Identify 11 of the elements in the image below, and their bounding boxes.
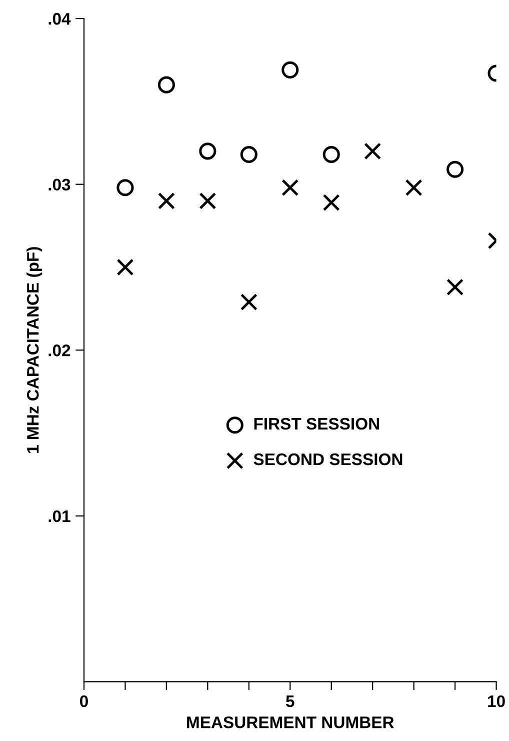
y-tick-label: .02 — [48, 344, 70, 356]
x-tick-label: 10 — [488, 695, 505, 708]
y-tick-label: .04 — [48, 12, 71, 25]
legend-label: SECOND SESSION — [254, 453, 402, 466]
y-tick-label: .03 — [48, 178, 70, 191]
x-tick-label: 5 — [286, 696, 294, 708]
x-tick-label: 0 — [80, 695, 88, 708]
y-axis-title: 1 MHz CAPACITANCE (pF) — [26, 247, 42, 453]
legend-label: FIRST SESSION — [254, 418, 379, 430]
x-axis-title: MEASUREMENT NUMBER — [187, 716, 394, 728]
y-tick-label: .01 — [48, 510, 70, 522]
